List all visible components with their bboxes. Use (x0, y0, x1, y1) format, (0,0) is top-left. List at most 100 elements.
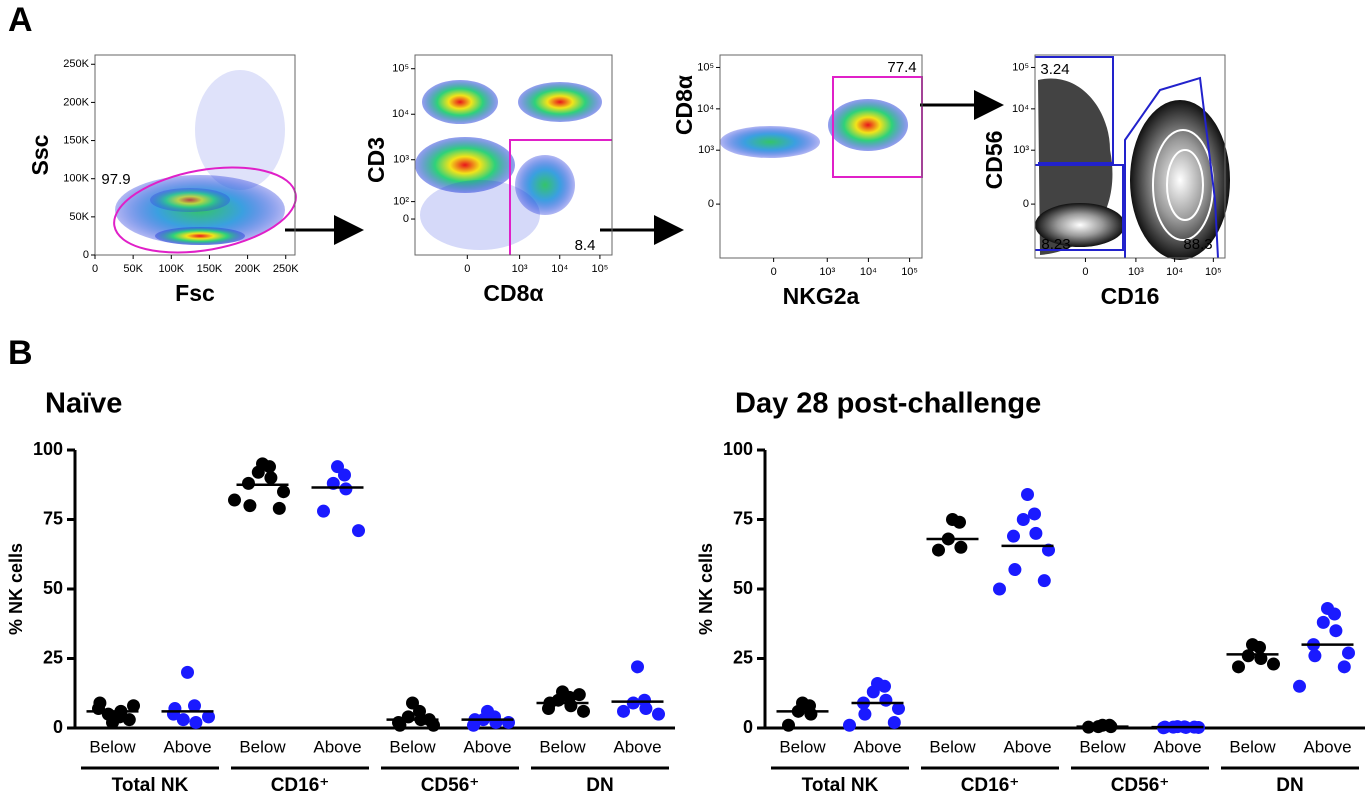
data-point (652, 707, 665, 721)
data-point (1021, 487, 1034, 501)
data-point (1308, 649, 1322, 663)
data-point (953, 515, 966, 529)
y-tick-label: 150K (63, 134, 89, 146)
y-tick-label: 10⁴ (1012, 103, 1029, 115)
data-point (176, 713, 190, 727)
group-label: CD16⁺ (271, 775, 330, 796)
panel-label: B (8, 334, 33, 372)
data-point (338, 468, 351, 482)
data-point (242, 476, 255, 490)
data-point (572, 688, 586, 702)
y-tick-label: 0 (708, 198, 714, 210)
x-tick-label: Above (313, 737, 361, 756)
y-tick-label: 250K (63, 58, 89, 70)
y-tick-label: 50 (43, 578, 63, 598)
data-point (189, 715, 203, 729)
data-point (202, 710, 215, 724)
x-tick-label: 50K (123, 263, 143, 275)
y-tick-label: 10⁴ (697, 103, 714, 115)
data-point (1337, 660, 1351, 674)
chart-title: Day 28 post-challenge (735, 388, 1041, 420)
plot-frame (414, 54, 613, 256)
x-tick-label: 250K (273, 263, 299, 275)
data-point (1342, 646, 1355, 660)
group-label: CD56⁺ (1111, 775, 1170, 796)
x-tick-label: 10⁵ (592, 263, 609, 275)
data-point (1293, 679, 1306, 693)
y-tick-label: 0 (83, 249, 89, 261)
data-point (263, 460, 276, 474)
y-tick-label: 0 (743, 717, 753, 737)
data-point (264, 471, 278, 485)
data-point (1267, 657, 1280, 671)
y-tick-label: 50 (733, 578, 753, 598)
y-tick-label: 0 (53, 717, 63, 737)
y-tick-label: 200K (63, 96, 89, 108)
x-tick-label: Below (1079, 737, 1126, 756)
y-tick-label: 0 (1023, 198, 1029, 210)
data-point (954, 540, 968, 554)
y-axis-label: CD3 (363, 137, 389, 183)
x-tick-label: Below (779, 737, 826, 756)
x-axis-label: NKG2a (783, 283, 860, 309)
data-point (251, 465, 265, 479)
x-tick-label: 10⁵ (901, 266, 918, 278)
data-point (277, 485, 290, 499)
data-point (577, 704, 590, 718)
gate-value: 8.4 (575, 237, 596, 254)
x-tick-label: 200K (235, 263, 261, 275)
x-tick-label: 10³ (512, 263, 528, 275)
x-tick-label: Above (463, 737, 511, 756)
data-point (339, 482, 353, 496)
data-point (1029, 526, 1043, 540)
y-tick-label: 10⁵ (1012, 61, 1029, 73)
y-tick-label: 25 (43, 647, 63, 667)
data-point (782, 718, 795, 732)
data-point (804, 707, 818, 721)
data-point (1329, 624, 1343, 638)
data-point (1241, 649, 1255, 663)
data-point (1028, 507, 1041, 521)
x-tick-label: Above (1153, 737, 1201, 756)
y-axis-label: CD56 (981, 131, 1007, 190)
gate-value: 88.3 (1183, 236, 1212, 253)
x-tick-label: Above (163, 737, 211, 756)
y-tick-label: 25 (733, 647, 753, 667)
data-point (181, 665, 194, 679)
data-point (1232, 660, 1245, 674)
y-tick-label: 75 (43, 508, 63, 528)
y-tick-label: 10⁵ (697, 61, 714, 73)
group-label: Total NK (112, 775, 189, 796)
panel-label: A (8, 1, 33, 39)
y-axis-label: % NK cells (6, 543, 26, 635)
x-axis-label: Fsc (175, 280, 215, 306)
data-point (272, 501, 286, 515)
group-label: CD56⁺ (421, 775, 480, 796)
data-point (1253, 640, 1266, 654)
data-point (878, 679, 891, 693)
x-tick-label: Below (539, 737, 586, 756)
data-point (393, 718, 407, 732)
y-tick-label: 10⁵ (392, 63, 409, 75)
density-plot (113, 56, 1230, 260)
data-point (639, 702, 653, 716)
x-tick-label: 0 (464, 263, 470, 275)
gate-value: 8.23 (1041, 236, 1070, 253)
x-tick-label: Above (853, 737, 901, 756)
data-point (892, 702, 905, 716)
data-point (489, 715, 503, 729)
data-point (127, 699, 140, 713)
y-tick-label: 75 (733, 508, 753, 528)
group-label: Total NK (802, 775, 879, 796)
data-point (243, 499, 257, 513)
x-axis-label: CD16 (1101, 283, 1160, 309)
group-label: DN (586, 775, 613, 796)
x-tick-label: 10⁵ (1205, 266, 1222, 278)
y-tick-label: 10³ (698, 144, 714, 156)
data-point (122, 713, 136, 727)
y-tick-label: 10⁴ (392, 108, 409, 120)
group-label: CD16⁺ (961, 775, 1020, 796)
y-tick-label: 10³ (1013, 144, 1029, 156)
data-point (93, 696, 107, 710)
x-axis-label: CD8α (483, 280, 543, 306)
